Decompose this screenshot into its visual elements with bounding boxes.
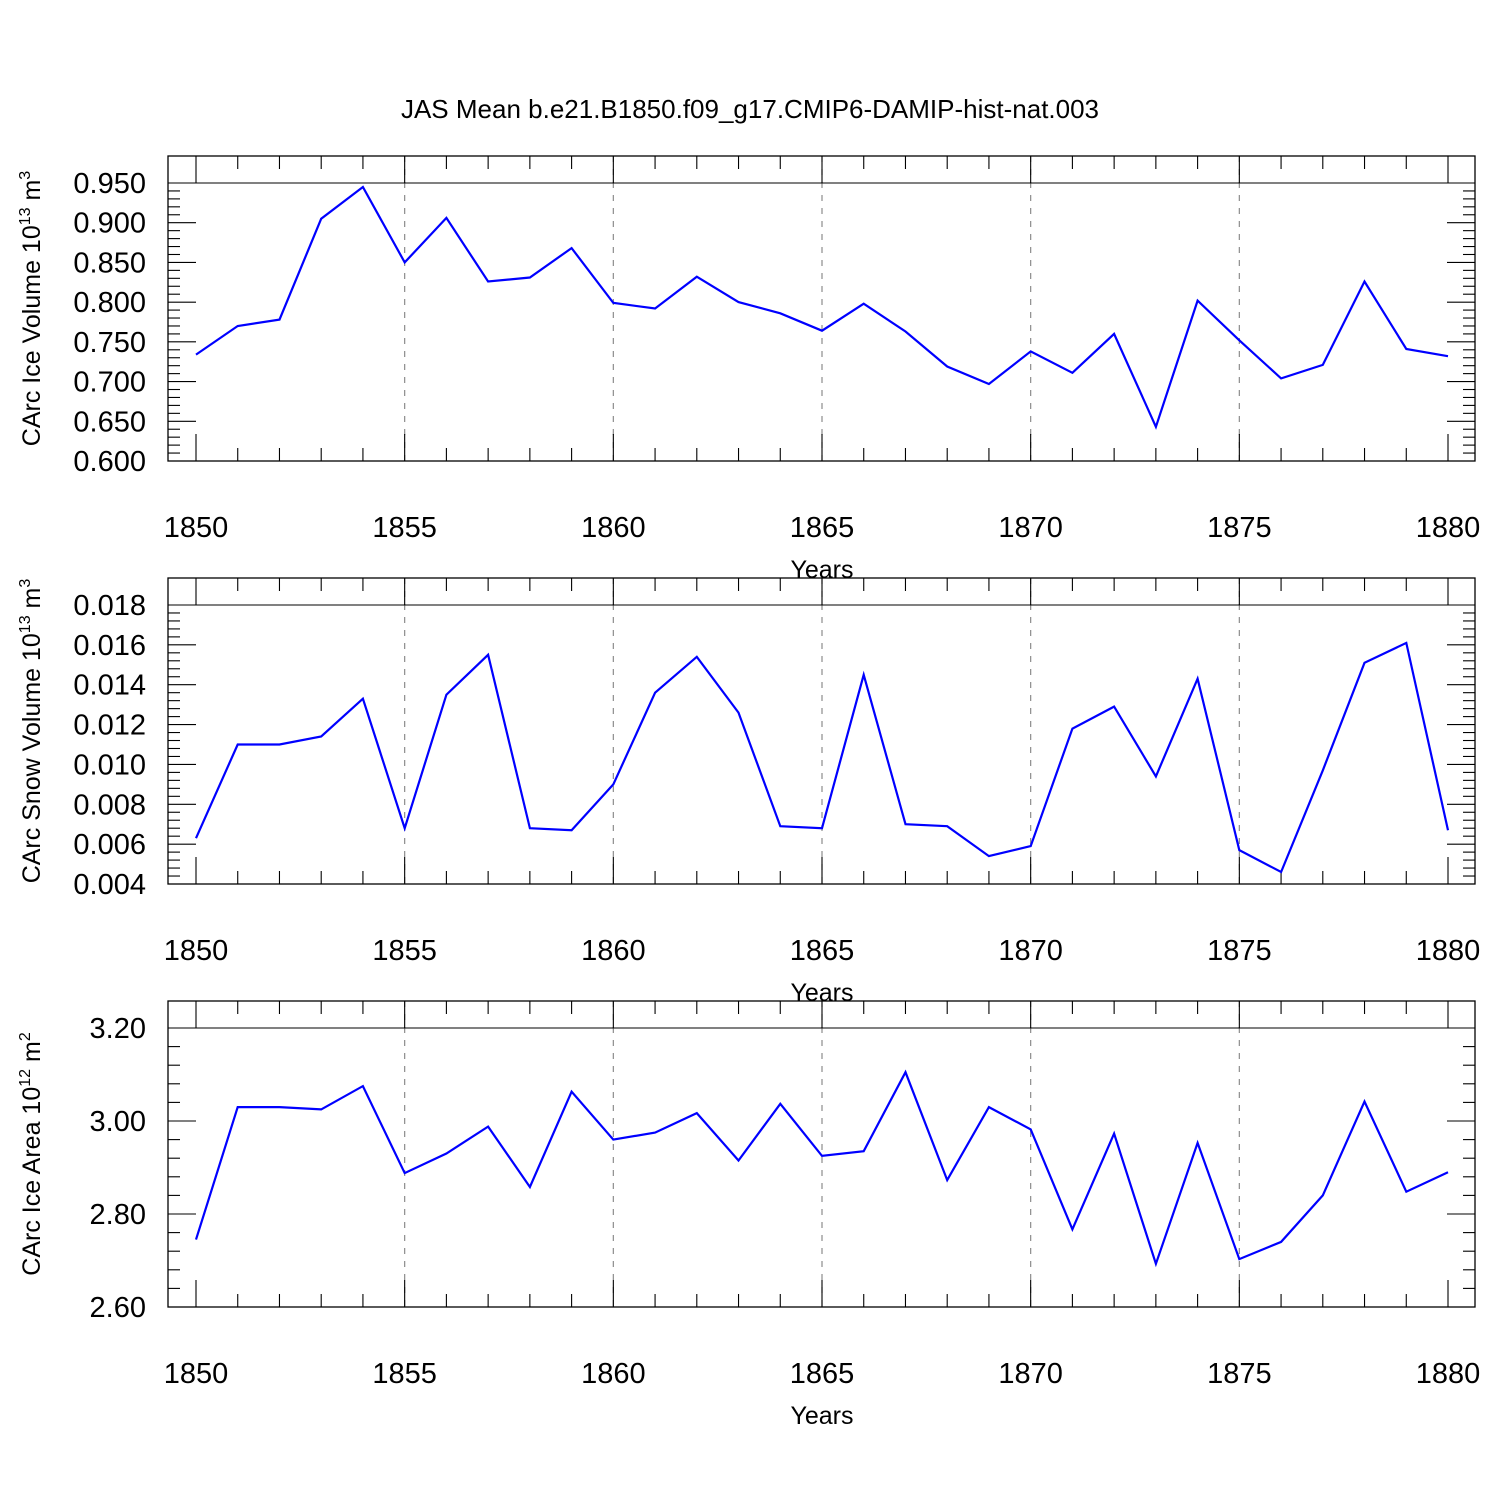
x-tick-label: 1855 bbox=[372, 512, 437, 544]
x-tick-label: 1855 bbox=[372, 1358, 437, 1390]
x-tick-label: 1865 bbox=[790, 1358, 855, 1390]
x-tick-label: 1880 bbox=[1416, 935, 1481, 967]
y-axis-title: CArc Snow Volume 1013 m3 bbox=[17, 579, 46, 884]
y-tick-label: 0.010 bbox=[73, 749, 146, 781]
panel-3: 2.60 2.80 3.00 3.20 1850 1855 1860 1865 1870 1875… bbox=[17, 1000, 1481, 1430]
x-tick-label: 1880 bbox=[1416, 512, 1481, 544]
x-tick-label: 1850 bbox=[164, 1358, 229, 1390]
panel-2: 0.004 0.006 0.008 0.010 0.012 0.014 0.016 0.018… bbox=[17, 577, 1481, 1007]
series-line bbox=[194, 1069, 1449, 1268]
x-tick-label: 1875 bbox=[1207, 512, 1272, 544]
y-axis-title: CArc Ice Area 1012 m2 bbox=[17, 1032, 46, 1276]
x-tick-label: 1865 bbox=[790, 512, 855, 544]
y-tick-label: 0.004 bbox=[73, 869, 146, 901]
y-tick-label: 0.650 bbox=[73, 406, 146, 438]
x-tick-label: 1850 bbox=[164, 512, 229, 544]
x-tick-label: 1860 bbox=[581, 935, 646, 967]
y-tick-label: 0.600 bbox=[73, 446, 146, 478]
plot-frame bbox=[167, 155, 1476, 462]
y-tick-label: 0.900 bbox=[73, 208, 146, 240]
y-tick-label: 3.20 bbox=[90, 1013, 146, 1045]
y-tick-label: 0.700 bbox=[73, 367, 146, 399]
y-tick-label: 0.012 bbox=[73, 710, 146, 742]
y-tick-label: 0.016 bbox=[73, 630, 146, 662]
y-tick-label: 0.018 bbox=[73, 590, 146, 622]
y-tick-label: 0.006 bbox=[73, 829, 146, 861]
x-tick-label: 1870 bbox=[998, 935, 1063, 967]
x-tick-label: 1870 bbox=[998, 512, 1063, 544]
y-tick-label: 0.008 bbox=[73, 789, 146, 821]
x-tick-label: 1855 bbox=[372, 935, 437, 967]
y-tick-label: 2.60 bbox=[90, 1292, 146, 1324]
x-tick-label: 1850 bbox=[164, 935, 229, 967]
y-tick-label: 0.800 bbox=[73, 287, 146, 319]
x-tick-label: 1875 bbox=[1207, 935, 1272, 967]
y-tick-label: 0.014 bbox=[73, 670, 146, 702]
x-axis-title: Years bbox=[790, 1402, 853, 1430]
series-line bbox=[194, 641, 1450, 874]
x-tick-label: 1870 bbox=[998, 1358, 1063, 1390]
y-tick-label: 0.950 bbox=[73, 168, 146, 200]
y-axis-title: CArc Ice Volume 1013 m3 bbox=[17, 171, 46, 447]
x-tick-label: 1860 bbox=[581, 1358, 646, 1390]
x-tick-label: 1880 bbox=[1416, 1358, 1481, 1390]
y-tick-label: 0.750 bbox=[73, 327, 146, 359]
panel-1: 0.600 0.650 0.700 0.750 0.800 0.850 0.900 0.950… bbox=[17, 155, 1481, 584]
y-tick-label: 2.80 bbox=[90, 1199, 146, 1231]
x-tick-label: 1860 bbox=[581, 512, 646, 544]
y-tick-label: 3.00 bbox=[90, 1106, 146, 1138]
chart-title: JAS Mean b.e21.B1850.f09_g17.CMIP6-DAMIP… bbox=[401, 94, 1099, 124]
y-tick-label: 0.850 bbox=[73, 247, 146, 279]
panels: 0.600 0.650 0.700 0.750 0.800 0.850 0.900 0.950… bbox=[17, 155, 1481, 1430]
series-line bbox=[195, 185, 1449, 430]
x-tick-label: 1875 bbox=[1207, 1358, 1272, 1390]
x-tick-label: 1865 bbox=[790, 935, 855, 967]
